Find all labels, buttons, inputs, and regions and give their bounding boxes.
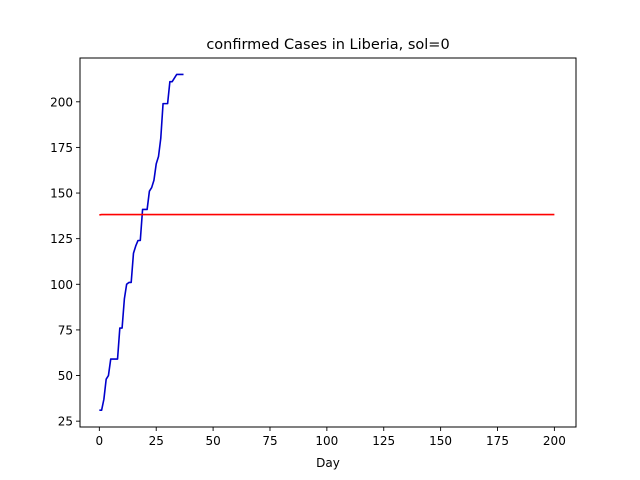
x-tick-label: 175 <box>486 434 509 448</box>
x-tick-label: 0 <box>96 434 104 448</box>
x-tick-label: 150 <box>429 434 452 448</box>
plot-frame <box>79 57 577 428</box>
x-tick-label: 125 <box>372 434 395 448</box>
y-tick-label: 25 <box>58 415 73 429</box>
x-tick-label: 25 <box>149 434 164 448</box>
x-axis: 0 25 50 75 100 125 150 175 200 <box>96 427 566 448</box>
x-tick-label: 100 <box>315 434 338 448</box>
y-tick-label: 150 <box>50 187 73 201</box>
y-axis: 25 50 75 100 125 150 175 200 <box>50 95 80 429</box>
y-tick-label: 50 <box>58 369 73 383</box>
y-tick-label: 200 <box>50 95 73 109</box>
y-tick-label: 125 <box>50 232 73 246</box>
y-tick-label: 100 <box>50 278 73 292</box>
y-tick-label: 175 <box>50 141 73 155</box>
y-tick-label: 75 <box>58 323 73 337</box>
chart-title: confirmed Cases in Liberia, sol=0 <box>206 37 449 53</box>
x-tick-label: 75 <box>262 434 277 448</box>
series-layer <box>99 73 555 412</box>
x-axis-label: Day <box>316 456 340 470</box>
x-tick-label: 200 <box>543 434 566 448</box>
series-line-0 <box>99 73 184 412</box>
x-tick-label: 50 <box>205 434 220 448</box>
